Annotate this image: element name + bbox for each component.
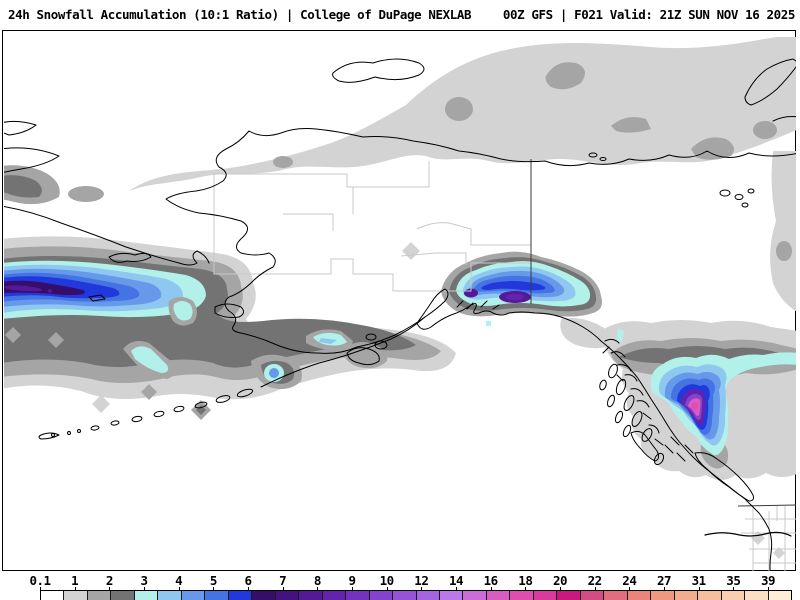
legend-tick	[456, 587, 457, 591]
legend-label: 10	[379, 573, 395, 588]
legend-color-cell	[673, 591, 698, 600]
legend-color-cell	[63, 591, 87, 600]
legend-color-cell	[556, 591, 580, 600]
legend-tick	[594, 587, 596, 591]
legend-tick	[144, 587, 145, 591]
legend-tick	[733, 587, 735, 591]
legend-tick	[698, 587, 700, 591]
legend-color-cell	[767, 591, 791, 600]
legend-color-cell	[485, 591, 510, 600]
product-title: 24h Snowfall Accumulation (10:1 Ratio) |…	[8, 7, 472, 22]
legend-tick	[629, 587, 631, 591]
snowfall-shading	[4, 37, 796, 559]
legend-tick	[74, 587, 76, 591]
legend-color-cell	[251, 591, 275, 600]
legend-tick	[768, 587, 769, 591]
legend-label: 4	[175, 573, 183, 588]
legend-color-cell	[579, 591, 604, 600]
legend-color-cell	[157, 591, 181, 600]
legend-color-cell	[415, 591, 439, 600]
legend-label: 8	[313, 573, 322, 588]
legend-color-cell	[345, 591, 369, 600]
state-border-line	[530, 159, 796, 507]
legend-color-cell	[41, 591, 64, 600]
legend-color-cell	[298, 591, 322, 600]
legend-label: 18	[518, 573, 533, 588]
legend-tick	[109, 587, 111, 591]
legend-color-cell	[133, 591, 158, 600]
legend-label: 16	[483, 573, 499, 588]
legend-label: 9	[348, 573, 356, 588]
legend-label: 2	[105, 573, 114, 588]
title-bar: 24h Snowfall Accumulation (10:1 Ratio) |…	[0, 0, 800, 29]
model-valid-time: 00Z GFS | F021 Valid: 21Z SUN NOV 16 202…	[502, 7, 796, 22]
legend-tick	[178, 587, 180, 591]
map-frame	[2, 30, 796, 571]
legend-color-bar	[40, 590, 792, 600]
legend-color-cell	[509, 591, 533, 600]
legend-label: 35	[726, 573, 741, 588]
legend-color-cell	[744, 591, 768, 600]
legend-tick	[282, 587, 284, 591]
political-boundaries	[213, 161, 796, 571]
legend-label: 27	[656, 573, 672, 588]
legend-color-cell	[650, 591, 674, 600]
legend-label: 6	[244, 573, 252, 588]
legend-color-cell	[227, 591, 252, 600]
legend-color-cell	[321, 591, 346, 600]
legend-color-cell	[532, 591, 557, 600]
legend-label: 3	[140, 573, 148, 588]
legend-tick	[525, 587, 527, 591]
legend-tick	[248, 587, 249, 591]
legend-color-cell	[626, 591, 651, 600]
legend-color-cell	[274, 591, 299, 600]
legend-label: 1	[71, 573, 79, 588]
legend-tick	[490, 587, 492, 591]
coastlines	[4, 58, 796, 571]
legend-label: 5	[209, 573, 218, 588]
legend-color-cell	[697, 591, 721, 600]
legend-color-cell	[368, 591, 393, 600]
snowfall-legend: 0.1 1 2 3 4 5 6 7 8 9 10 12 14 16 18 20 22 24 27 31 35 39	[0, 571, 800, 600]
legend-color-cell	[603, 591, 627, 600]
legend-color-cell	[86, 591, 111, 600]
legend-tick	[560, 587, 561, 591]
legend-label: 39	[760, 573, 776, 588]
legend-tick	[386, 587, 388, 591]
legend-color-cell	[180, 591, 205, 600]
legend-label: 0.1	[29, 573, 51, 588]
legend-label: 31	[691, 573, 707, 588]
legend-tick	[352, 587, 353, 591]
legend-label: 7	[279, 573, 287, 588]
legend-tick	[664, 587, 665, 591]
legend-label: 14	[448, 573, 464, 588]
legend-label: 20	[552, 573, 568, 588]
legend-label: 12	[414, 573, 429, 588]
legend-label: 24	[622, 573, 637, 588]
legend-color-cell	[392, 591, 416, 600]
legend-color-cell	[204, 591, 228, 600]
legend-color-cell	[462, 591, 486, 600]
legend-tick	[317, 587, 319, 591]
legend-tick	[421, 587, 423, 591]
legend-color-cell	[438, 591, 463, 600]
legend-tick	[213, 587, 215, 591]
legend-color-cell	[110, 591, 134, 600]
legend-color-cell	[720, 591, 745, 600]
legend-label: 22	[587, 573, 603, 588]
legend-tick	[40, 587, 41, 591]
